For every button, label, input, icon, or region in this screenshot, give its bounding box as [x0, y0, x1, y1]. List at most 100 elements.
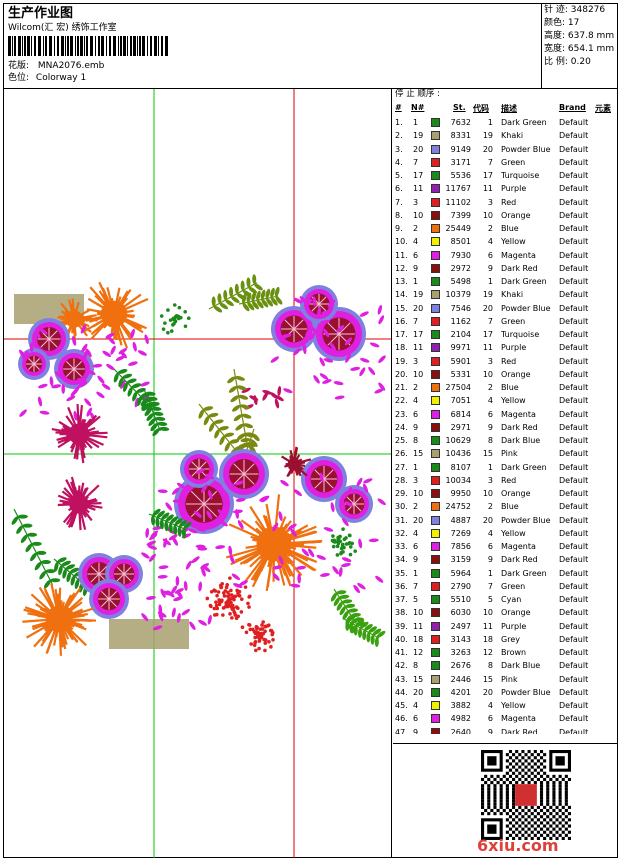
color-swatch — [431, 634, 440, 644]
row-index: 5. — [395, 171, 403, 180]
row-color-number: 12 — [413, 648, 424, 657]
table-row: 11. 6 7930 6 Magenta Default — [393, 249, 617, 262]
table-row: 19. 3 5901 3 Red Default — [393, 355, 617, 368]
table-row: 30. 2 24752 2 Blue Default — [393, 500, 617, 513]
row-code: 9 — [487, 263, 493, 273]
row-code: 6 — [487, 409, 493, 419]
row-color-number: 6 — [413, 714, 419, 724]
table-row: 40. 18 3143 18 Grey Default — [393, 633, 617, 646]
color-swatch — [431, 687, 440, 697]
row-stitches: 5510 — [450, 595, 471, 604]
color-swatch — [431, 383, 440, 392]
row-code: 9 — [487, 555, 493, 565]
row-stitches: 3882 — [450, 701, 471, 710]
row-color-number: 10 — [413, 608, 424, 618]
row-index: 13. — [395, 277, 408, 286]
col-element: 元素 — [595, 104, 611, 113]
row-code: 15 — [482, 449, 493, 459]
row-index: 25. — [395, 436, 408, 445]
row-color-number: 1 — [413, 277, 419, 286]
row-stitches: 2497 — [450, 621, 471, 631]
row-brand: Default — [559, 131, 589, 141]
row-stitches: 25449 — [445, 224, 471, 233]
row-stitches: 11767 — [445, 184, 471, 194]
row-index: 10. — [395, 237, 408, 247]
colorway-label: 色位: — [8, 73, 30, 83]
production-worksheet: 生产作业图 Wilcom(汇 宏) 绣饰工作室 花版: MNA2076.emb … — [3, 3, 618, 858]
row-index: 37. — [395, 595, 408, 604]
color-swatch — [431, 436, 440, 445]
row-index: 27. — [395, 462, 408, 472]
row-color-number: 20 — [413, 687, 424, 697]
table-row: 45. 4 3882 4 Yellow Default — [393, 699, 617, 712]
row-description: Brown — [501, 648, 527, 657]
color-swatch — [431, 727, 440, 734]
table-row: 14. 19 10379 19 Khaki Default — [393, 288, 617, 301]
qr-section: 6xiu.com — [393, 743, 617, 859]
color-swatch — [431, 224, 440, 233]
row-stitches: 4201 — [450, 687, 471, 697]
row-index: 14. — [395, 290, 408, 300]
table-row: 35. 1 5964 1 Dark Green Default — [393, 567, 617, 580]
studio-name: Wilcom(汇 宏) 绣饰工作室 — [8, 23, 117, 33]
color-swatch — [431, 356, 440, 366]
row-color-number: 15 — [413, 674, 424, 684]
color-swatch — [431, 515, 440, 525]
row-stitches: 4887 — [450, 515, 471, 525]
row-stitches: 7930 — [450, 250, 471, 260]
header-divider — [4, 88, 617, 89]
row-brand: Default — [559, 449, 589, 459]
row-description: Blue — [501, 502, 519, 512]
row-color-number: 2 — [413, 383, 419, 392]
row-brand: Default — [559, 674, 589, 684]
row-description: Green — [501, 157, 526, 167]
row-stitches: 2640 — [450, 727, 471, 735]
row-description: Dark Blue — [501, 661, 541, 671]
row-stitches: 10436 — [445, 449, 471, 459]
row-stitches: 6814 — [450, 409, 471, 419]
row-description: Red — [501, 356, 517, 366]
row-brand: Default — [559, 489, 589, 498]
table-row: 5. 17 5536 17 Turquoise Default — [393, 169, 617, 182]
design-canvas — [4, 89, 392, 858]
row-index: 42. — [395, 661, 408, 671]
table-row: 18. 11 9971 11 Purple Default — [393, 341, 617, 354]
table-row: 41. 12 3263 12 Brown Default — [393, 646, 617, 659]
row-description: Magenta — [501, 409, 536, 419]
row-brand: Default — [559, 436, 589, 445]
row-brand: Default — [559, 475, 589, 485]
row-stitches: 3263 — [450, 648, 471, 657]
row-description: Green — [501, 316, 526, 326]
row-index: 19. — [395, 356, 408, 366]
row-index: 29. — [395, 489, 408, 498]
row-description: Yellow — [501, 528, 526, 538]
row-brand: Default — [559, 383, 589, 392]
row-index: 4. — [395, 157, 403, 167]
row-brand: Default — [559, 595, 589, 604]
table-row: 27. 1 8107 1 Dark Green Default — [393, 461, 617, 474]
row-brand: Default — [559, 171, 589, 180]
qr-code-icon — [481, 750, 571, 840]
row-color-number: 1 — [413, 118, 419, 127]
row-code: 11 — [482, 184, 493, 194]
row-brand: Default — [559, 714, 589, 724]
table-row: 9. 2 25449 2 Blue Default — [393, 222, 617, 235]
table-row: 6. 11 11767 11 Purple Default — [393, 182, 617, 195]
row-brand: Default — [559, 687, 589, 697]
color-swatch — [431, 396, 440, 406]
row-stitches: 5964 — [450, 568, 471, 578]
row-color-number: 7 — [413, 316, 419, 326]
color-swatch — [431, 555, 440, 565]
row-code: 3 — [487, 197, 493, 207]
row-index: 23. — [395, 409, 408, 419]
row-code: 20 — [482, 687, 493, 697]
color-swatch — [431, 250, 440, 260]
row-description: Purple — [501, 184, 527, 194]
row-code: 7 — [487, 581, 493, 591]
row-brand: Default — [559, 409, 589, 419]
row-description: Khaki — [501, 131, 524, 141]
color-swatch — [431, 701, 440, 710]
row-code: 19 — [482, 131, 493, 141]
row-brand: Default — [559, 118, 589, 127]
row-index: 3. — [395, 144, 403, 154]
